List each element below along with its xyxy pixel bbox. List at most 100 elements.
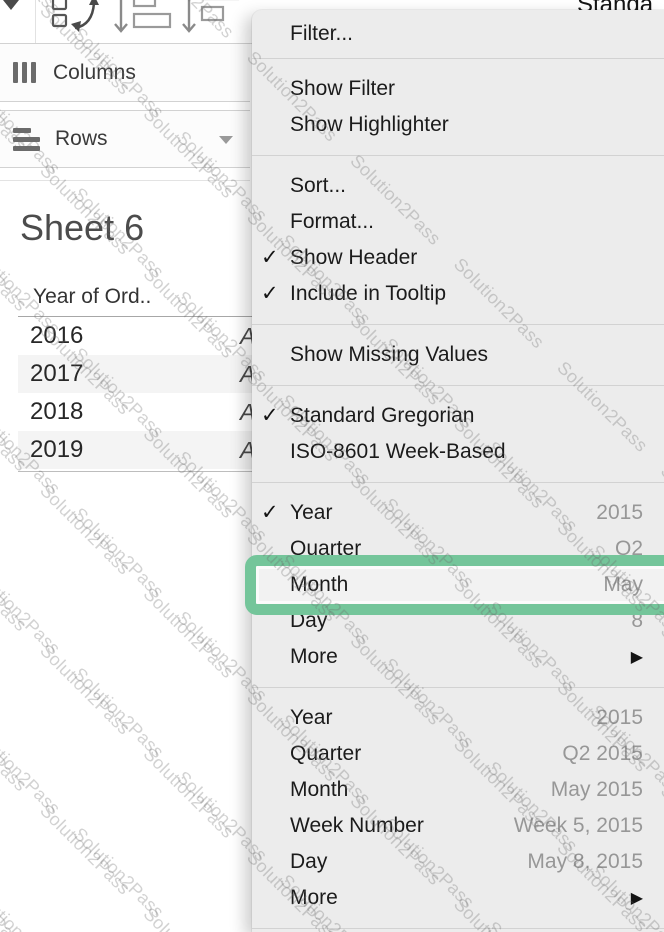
menu-item-value: Week 5, 2015 — [513, 814, 643, 837]
year-cell[interactable]: 2019 — [30, 436, 84, 463]
year-table: 2016 A 2017 A 2018 A 2019 A — [18, 317, 256, 469]
menu-item-show-header[interactable]: ✓ Show Header — [252, 240, 664, 276]
menu-item-value: 2015 — [596, 706, 643, 729]
menu-item-sort[interactable]: Sort... — [252, 168, 664, 204]
abc-placeholder-partial: A — [240, 398, 256, 425]
rows-shelf-caret-icon[interactable] — [219, 136, 233, 144]
menu-item-year[interactable]: ✓ Year 2015 — [252, 495, 664, 531]
menu-item-value: Q2 — [614, 537, 643, 560]
checkmark-icon: ✓ — [261, 501, 279, 524]
menu-item-value: Q2 2015 — [562, 742, 643, 765]
menu-item-label: Standard Gregorian — [290, 404, 475, 427]
menu-item-quarter[interactable]: Quarter Q2 2015 — [252, 736, 664, 772]
menu-item-year[interactable]: Year 2015 — [252, 700, 664, 736]
table-row[interactable]: 2019 A — [18, 431, 256, 469]
menu-section: Sort... Format... ✓ Show Header ✓ Include in … — [252, 156, 664, 324]
menu-section: Show Missing Values — [252, 325, 664, 385]
menu-separator — [252, 324, 664, 325]
rows-icon — [13, 127, 40, 151]
menu-item-value: 2015 — [596, 501, 643, 524]
menu-item-label: Quarter — [290, 537, 362, 560]
menu-item-label: Include in Tooltip — [290, 282, 447, 305]
table-row[interactable]: 2018 A — [18, 393, 256, 431]
menu-item-more[interactable]: More ▶ — [252, 880, 664, 916]
menu-item-label: Week Number — [290, 814, 424, 837]
swap-rows-columns-icon[interactable] — [50, 0, 104, 35]
menu-item-value: May 8, 2015 — [527, 850, 643, 873]
abc-placeholder-partial: A — [240, 322, 256, 349]
menu-item-label: Sort... — [290, 174, 347, 197]
menu-item-value: May — [603, 573, 643, 596]
submenu-arrow-icon: ▶ — [630, 890, 643, 907]
rows-shelf[interactable]: Rows — [0, 110, 250, 168]
sort-ascending-icon[interactable] — [112, 0, 174, 38]
menu-separator — [252, 58, 664, 59]
menu-item-label: Day — [290, 609, 328, 632]
menu-item-label: Show Filter — [290, 77, 396, 100]
menu-item-filter[interactable]: Filter... — [252, 16, 664, 52]
menu-item-quarter[interactable]: Quarter Q2 — [252, 531, 664, 567]
menu-item-label: Filter... — [290, 22, 354, 45]
checkmark-icon: ✓ — [261, 246, 279, 269]
menu-item-label: Show Highlighter — [290, 113, 449, 136]
rows-shelf-label: Rows — [55, 127, 108, 150]
menu-section: Show Filter Show Highlighter — [252, 59, 664, 155]
table-header-rule — [18, 316, 252, 317]
menu-section: Year 2015 Quarter Q2 2015 Month May 2015 Week … — [252, 688, 664, 928]
menu-item-label: Quarter — [290, 742, 362, 765]
table-column-header[interactable]: Year of Ord.. — [33, 285, 152, 308]
menu-item-month[interactable]: Month May — [245, 555, 664, 615]
sheet-title: Sheet 6 — [20, 207, 145, 248]
checkmark-icon: ✓ — [261, 404, 279, 427]
dropdown-caret-icon[interactable] — [3, 0, 19, 10]
menu-item-label: Month — [290, 778, 349, 801]
menu-item-format[interactable]: Format... — [252, 204, 664, 240]
menu-item-show-filter[interactable]: Show Filter — [252, 71, 664, 107]
menu-item-value: May 2015 — [550, 778, 643, 801]
menu-item-label: Year — [290, 706, 333, 729]
year-cell[interactable]: 2016 — [30, 322, 84, 349]
sort-descending-icon[interactable] — [180, 0, 242, 38]
menu-item-day[interactable]: Day 8 — [252, 603, 664, 639]
menu-item-day[interactable]: Day May 8, 2015 — [252, 844, 664, 880]
shelf-area-divider — [0, 180, 250, 181]
menu-separator — [252, 155, 664, 156]
menu-item-include-in-tooltip[interactable]: ✓ Include in Tooltip — [252, 276, 664, 312]
menu-item-show-highlighter[interactable]: Show Highlighter — [252, 107, 664, 143]
menu-item-month[interactable]: Month May 2015 — [252, 772, 664, 808]
menu-separator — [252, 687, 664, 688]
context-menu: Filter... Show Filter Show Highlighter Sort… — [245, 10, 664, 932]
menu-separator — [252, 482, 664, 483]
columns-icon — [13, 62, 36, 83]
table-bottom-rule — [18, 471, 252, 472]
columns-shelf-label: Columns — [53, 60, 136, 84]
menu-separator — [252, 928, 664, 929]
menu-section: Filter... — [252, 10, 664, 58]
abc-placeholder-partial: A — [240, 436, 256, 463]
menu-item-show-missing-values[interactable]: Show Missing Values — [252, 337, 664, 373]
menu-item-label: Format... — [290, 210, 375, 233]
year-cell[interactable]: 2017 — [30, 360, 84, 387]
year-cell[interactable]: 2018 — [30, 398, 84, 425]
menu-separator — [252, 385, 664, 386]
menu-item-label: Show Missing Values — [290, 343, 489, 366]
abc-placeholder-partial: A — [240, 360, 256, 387]
menu-item-week-number[interactable]: Week Number Week 5, 2015 — [252, 808, 664, 844]
checkmark-icon: ✓ — [261, 282, 279, 305]
menu-item-standard-gregorian[interactable]: ✓ Standard Gregorian — [252, 398, 664, 434]
menu-item-label: More — [290, 645, 338, 668]
menu-item-more[interactable]: More ▶ — [252, 639, 664, 675]
table-row[interactable]: 2016 A — [18, 317, 256, 355]
menu-item-label: Month — [290, 573, 349, 596]
columns-shelf[interactable]: Columns — [0, 43, 250, 102]
menu-item-label: More — [290, 886, 338, 909]
table-row[interactable]: 2017 A — [18, 355, 256, 393]
menu-section: ✓ Year 2015 Quarter Q2 Month May Day 8 More ▶ — [245, 483, 664, 687]
menu-item-value: 8 — [631, 609, 643, 632]
menu-item-iso-8601-week-based[interactable]: ISO-8601 Week-Based — [252, 434, 664, 470]
menu-item-label: ISO-8601 Week-Based — [290, 440, 506, 463]
menu-item-label: Year — [290, 501, 333, 524]
menu-item-label: Day — [290, 850, 328, 873]
toolbar-divider — [35, 0, 36, 43]
